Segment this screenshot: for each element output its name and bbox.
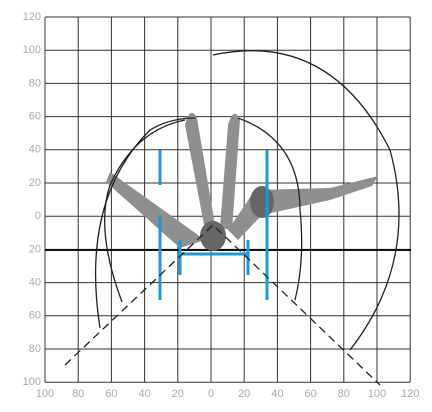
grid [44, 16, 411, 383]
y-label: 80 [29, 77, 41, 89]
x-label: 20 [172, 388, 184, 400]
y-label: 100 [23, 376, 41, 388]
envelope-curves [64, 50, 400, 386]
y-label: 20 [29, 243, 41, 255]
y-label: 40 [29, 144, 41, 156]
y-label: 20 [29, 177, 41, 189]
y-label: 60 [29, 310, 41, 322]
x-label: 100 [368, 388, 386, 400]
y-label: 100 [23, 44, 41, 56]
x-label: 60 [304, 388, 316, 400]
x-label: 100 [36, 388, 54, 400]
y-label: 120 [23, 11, 41, 23]
left-upper-arm [185, 112, 215, 230]
shoulder [250, 186, 274, 218]
x-label: 40 [138, 388, 150, 400]
y-label: 60 [29, 111, 41, 123]
x-label: 60 [105, 388, 117, 400]
left-arm [106, 172, 205, 248]
x-label: 80 [338, 388, 350, 400]
right-upper-arm [220, 113, 240, 230]
support-lines [158, 150, 269, 300]
y-label: 40 [29, 277, 41, 289]
x-label: 20 [238, 388, 250, 400]
y-label: 80 [29, 343, 41, 355]
head [200, 221, 226, 251]
x-label: 80 [72, 388, 84, 400]
x-label: 40 [271, 388, 283, 400]
x-label: 120 [401, 388, 419, 400]
right-arm [228, 176, 378, 240]
y-label: 0 [35, 210, 41, 222]
x-label: 0 [208, 388, 214, 400]
